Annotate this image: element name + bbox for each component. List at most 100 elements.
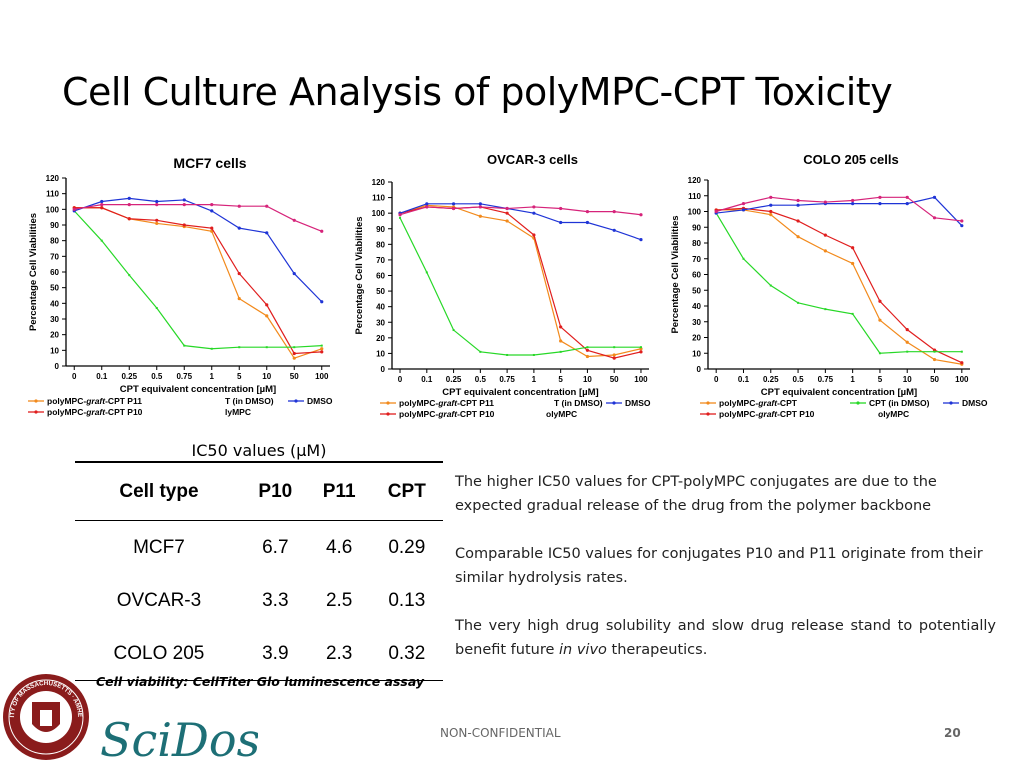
- data-point: [532, 211, 536, 215]
- data-point: [639, 213, 643, 217]
- data-point: [559, 325, 563, 329]
- legend-label: polyMPC-graft-CPT: [719, 398, 798, 408]
- data-point: [399, 216, 402, 219]
- y-tick-label: 80: [50, 237, 59, 246]
- y-tick-label: 90: [376, 225, 385, 234]
- x-tick-label: 0.75: [499, 375, 515, 384]
- x-axis-label: CPT equivalent concentration [µM]: [120, 384, 276, 395]
- y-tick-label: 10: [692, 349, 701, 358]
- data-point: [265, 231, 269, 235]
- data-point: [425, 205, 429, 209]
- data-point: [155, 218, 159, 222]
- data-point: [100, 203, 104, 207]
- data-point: [823, 200, 827, 204]
- legend-label: polyMPC-graft-CPT P10: [399, 409, 495, 419]
- legend-marker: [294, 399, 298, 403]
- note-in-vivo: in vivo: [559, 642, 607, 658]
- y-tick-label: 40: [692, 302, 701, 311]
- x-tick-label: 1: [532, 375, 537, 384]
- data-point: [532, 353, 535, 356]
- x-tick-label: 0.1: [738, 375, 750, 384]
- x-tick-label: 0.1: [96, 372, 108, 381]
- y-tick-label: 110: [372, 194, 385, 203]
- cell-cpt: 0.29: [388, 536, 426, 558]
- cell-p10: 3.3: [262, 589, 289, 611]
- series-line: [399, 204, 642, 358]
- x-tick-label: 10: [903, 375, 912, 384]
- series-line: [399, 203, 642, 241]
- x-axis-label: CPT equivalent concentration [µM]: [761, 387, 917, 398]
- data-point: [238, 346, 241, 349]
- data-point: [128, 274, 131, 277]
- y-tick-label: 50: [50, 284, 59, 293]
- header-p10: P10: [242, 461, 308, 521]
- legend-label: DMSO: [625, 398, 651, 408]
- data-point: [823, 249, 827, 253]
- legend-marker: [706, 401, 710, 405]
- data-point: [797, 301, 800, 304]
- data-point: [612, 228, 616, 232]
- data-point: [585, 348, 590, 352]
- series-line: [716, 209, 962, 365]
- data-point: [182, 223, 186, 227]
- chart-colo205: COLO 205 cells01020304050607080901001101…: [670, 152, 988, 419]
- legend-label: lyMPC: [225, 407, 251, 417]
- data-point: [906, 350, 909, 353]
- data-point: [714, 209, 718, 214]
- data-point: [237, 271, 241, 276]
- x-tick-label: 5: [878, 375, 883, 384]
- data-point: [320, 350, 324, 354]
- data-point: [320, 347, 324, 351]
- data-point: [905, 202, 909, 206]
- data-point: [505, 211, 509, 215]
- y-tick-label: 110: [46, 190, 59, 199]
- y-tick-label: 120: [688, 176, 702, 185]
- note-ic50-release: The higher IC50 values for CPT-polyMPC c…: [455, 474, 937, 514]
- y-tick-label: 10: [376, 349, 385, 358]
- data-point: [155, 203, 159, 207]
- data-point: [237, 297, 241, 301]
- footer-confidentiality: NON-CONFIDENTIAL: [440, 726, 561, 740]
- data-point: [265, 303, 269, 307]
- y-tick-label: 100: [46, 205, 60, 214]
- x-tick-label: 0.25: [446, 375, 462, 384]
- y-tick-label: 0: [55, 362, 60, 371]
- data-point: [505, 206, 509, 211]
- data-point: [960, 224, 964, 228]
- data-point: [612, 353, 616, 357]
- cell-p11: 2.5: [325, 589, 353, 611]
- x-tick-label: 100: [634, 375, 648, 384]
- cell-type: MCF7: [133, 536, 185, 558]
- data-point: [905, 340, 909, 344]
- data-point: [933, 350, 936, 353]
- data-point: [100, 239, 103, 242]
- series-line: [73, 210, 322, 350]
- x-tick-label: 0.5: [151, 372, 163, 381]
- x-tick-label: 1: [210, 372, 215, 381]
- data-point: [478, 202, 482, 206]
- legend-label: T (in DMSO): [554, 398, 603, 408]
- umass-seal-logo: UNIVERSITY OF MASSACHUSETTS · AMHERST 18…: [2, 668, 89, 760]
- table-row: COLO 205 3.9 2.3 0.32: [75, 627, 443, 681]
- data-point: [292, 271, 296, 276]
- y-tick-label: 0: [381, 365, 386, 374]
- legend-marker: [34, 410, 38, 414]
- y-axis-label: Percentage Cell Viabilities: [28, 213, 39, 331]
- data-point: [506, 353, 509, 356]
- data-point: [265, 204, 269, 208]
- data-point: [72, 207, 76, 211]
- scidose-logo: SciDose: [100, 713, 258, 767]
- data-point: [183, 344, 186, 347]
- cell-cpt: 0.13: [388, 589, 426, 611]
- data-point: [155, 307, 158, 310]
- data-point: [293, 346, 296, 349]
- y-tick-label: 60: [692, 271, 701, 280]
- legend-marker: [34, 399, 38, 403]
- note-solubility-text: The very high drug solubility and slow d…: [455, 618, 996, 658]
- y-tick-label: 70: [692, 255, 701, 264]
- data-point: [559, 339, 563, 343]
- series-line: [74, 197, 323, 303]
- y-tick-label: 90: [50, 221, 59, 230]
- data-point: [292, 356, 296, 360]
- header-cell-type: Cell type: [75, 461, 243, 521]
